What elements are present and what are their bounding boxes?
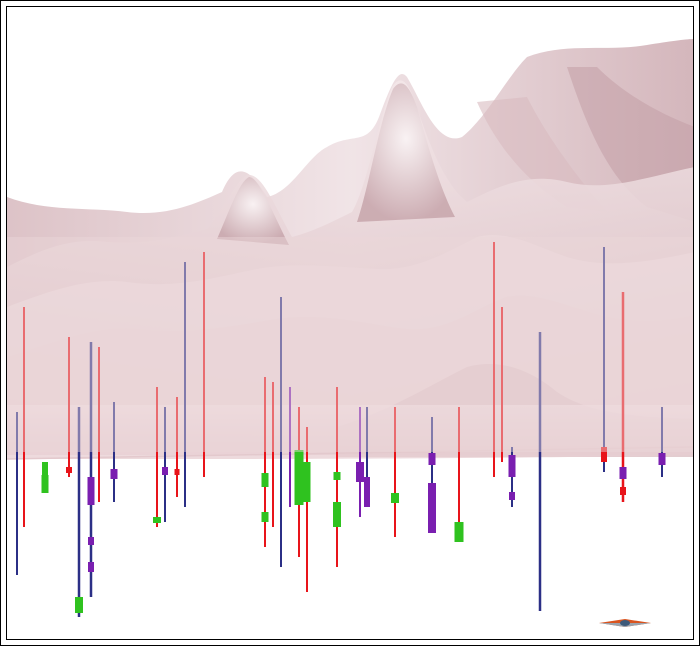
drillhole-interval [174,469,180,475]
drillhole-interval [658,453,666,465]
terrain-peak-left [217,177,289,245]
drillhole-interval [428,453,436,465]
drillhole-interval [601,447,607,462]
drillhole-interval [110,469,118,479]
drillhole-interval [294,450,304,505]
viewport-3d[interactable] [6,6,694,640]
drillhole-interval [75,597,83,613]
drillhole-interval [364,477,370,507]
terrain-back-shade-2 [477,97,607,212]
drillhole-interval [509,492,515,500]
drillhole-interval [261,473,269,487]
drillhole-interval [88,537,94,545]
drillhole-interval [41,475,49,493]
drillhole-interval [333,472,341,480]
drillhole-interval [508,455,516,477]
drillhole-interval [153,517,161,523]
drillhole-interval [162,467,168,475]
drillhole-interval [303,462,311,502]
drillhole-interval [87,477,95,505]
drillhole-interval [428,483,436,533]
drillhole-interval [620,487,626,495]
drillhole-interval [391,493,399,503]
drillhole-interval [88,562,94,572]
terrain-base-slab [7,405,693,459]
north-arrow-icon[interactable] [599,619,651,627]
drillhole-interval [66,467,72,473]
drillhole-interval [454,522,464,542]
terrain-scene[interactable] [7,7,694,640]
surface-transparency-veil [7,237,693,452]
drillhole-interval [356,462,364,482]
drillhole-interval [261,512,269,522]
drillholes [7,237,693,617]
terrain-peak-center [357,83,455,222]
drillhole-interval [333,502,341,527]
drillhole-interval [619,467,627,479]
terrain-base-edge [7,446,693,460]
